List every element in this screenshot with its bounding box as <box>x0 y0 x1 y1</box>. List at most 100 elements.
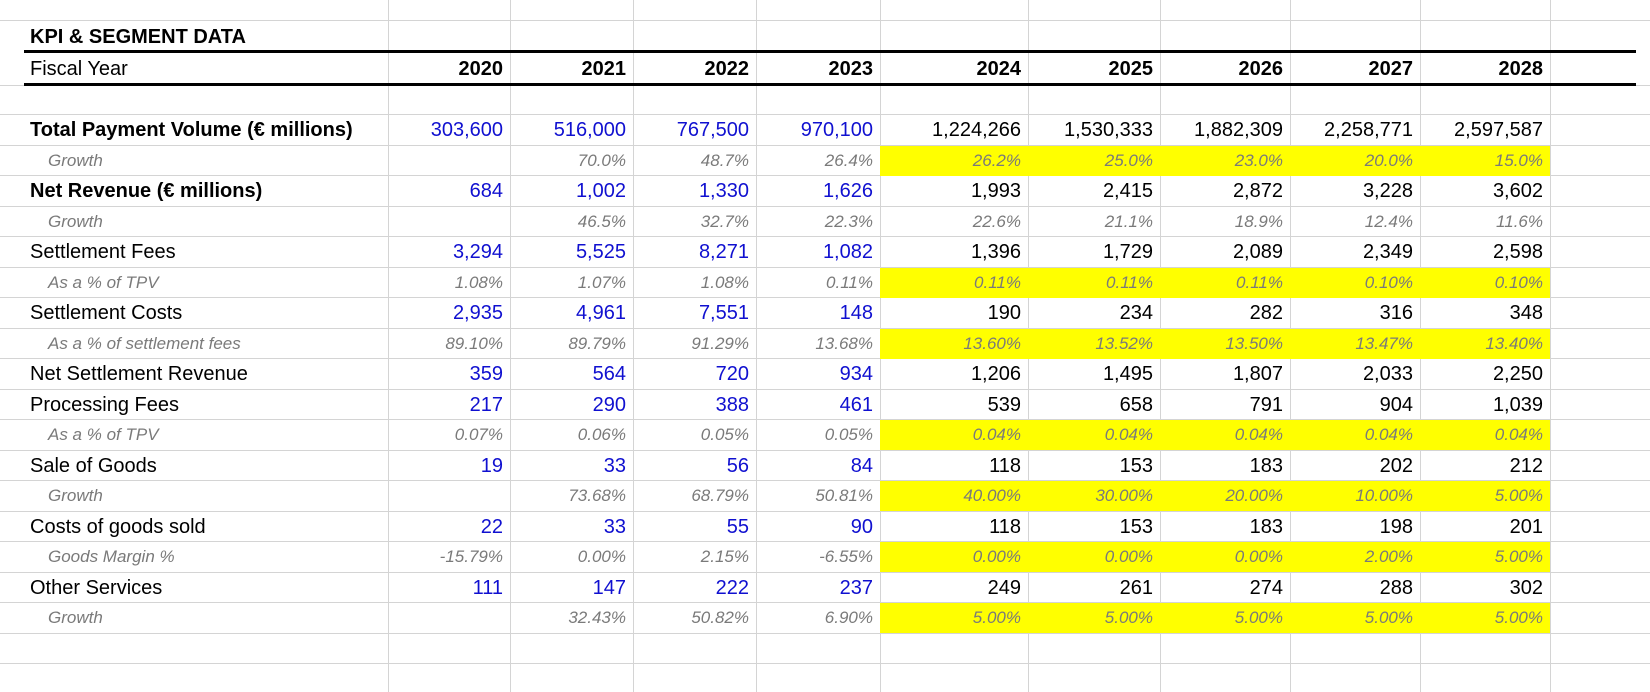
value-cell-2027[interactable]: 2,033 <box>1362 363 1413 385</box>
value-cell-2023[interactable]: 84 <box>850 455 873 477</box>
value-cell-2027[interactable]: 12.4% <box>1364 212 1413 231</box>
value-cell-2020[interactable] <box>388 206 510 238</box>
value-cell-2028[interactable]: 5.00% <box>1420 603 1550 633</box>
value-cell-2020[interactable]: 111 <box>472 577 503 599</box>
value-cell-2027[interactable]: 13.47% <box>1290 329 1420 359</box>
row-label[interactable]: Growth <box>48 608 103 627</box>
value-cell-2022[interactable]: 1.08% <box>700 273 749 292</box>
year-header-2022[interactable]: 2022 <box>704 58 750 80</box>
value-cell-2027[interactable]: 288 <box>1379 577 1413 599</box>
value-cell-2021[interactable]: 70.0% <box>577 151 626 170</box>
value-cell-2028[interactable]: 212 <box>1509 455 1543 477</box>
value-cell-2026[interactable]: 791 <box>1249 394 1283 416</box>
value-cell-2024[interactable]: 1,224,266 <box>932 119 1021 141</box>
value-cell-2020[interactable]: 217 <box>469 394 503 416</box>
value-cell-2024[interactable]: 190 <box>987 302 1021 324</box>
value-cell-2026[interactable]: 1,807 <box>1232 363 1283 385</box>
row-label[interactable]: Sale of Goods <box>30 455 157 477</box>
value-cell-2028[interactable]: 0.10% <box>1420 268 1550 298</box>
value-cell-2021[interactable]: 89.79% <box>568 334 626 353</box>
value-cell-2023[interactable]: -6.55% <box>819 547 873 566</box>
value-cell-2020[interactable]: -15.79% <box>439 547 503 566</box>
year-header-2023[interactable]: 2023 <box>828 58 874 80</box>
value-cell-2026[interactable]: 13.50% <box>1160 329 1290 359</box>
value-cell-2024[interactable]: 118 <box>989 455 1021 477</box>
value-cell-2028[interactable]: 0.04% <box>1420 420 1550 450</box>
value-cell-2022[interactable]: 8,271 <box>698 241 749 263</box>
value-cell-2028[interactable]: 2,597,587 <box>1454 119 1543 141</box>
value-cell-2028[interactable]: 2,250 <box>1492 363 1543 385</box>
value-cell-2028[interactable]: 1,039 <box>1492 394 1543 416</box>
value-cell-2020[interactable]: 303,600 <box>430 119 503 141</box>
value-cell-2023[interactable]: 0.11% <box>826 273 873 292</box>
value-cell-2021[interactable]: 0.06% <box>577 425 626 444</box>
value-cell-2026[interactable]: 20.00% <box>1160 481 1290 511</box>
value-cell-2023[interactable]: 50.81% <box>815 486 873 505</box>
value-cell-2023[interactable]: 970,100 <box>800 119 873 141</box>
year-header-2028[interactable]: 2028 <box>1498 58 1544 80</box>
value-cell-2024[interactable]: 118 <box>989 516 1021 538</box>
value-cell-2021[interactable]: 1.07% <box>577 273 626 292</box>
value-cell-2024[interactable]: 26.2% <box>880 146 1028 176</box>
value-cell-2025[interactable]: 13.52% <box>1028 329 1160 359</box>
value-cell-2024[interactable]: 249 <box>987 577 1021 599</box>
value-cell-2020[interactable]: 684 <box>469 180 503 202</box>
value-cell-2027[interactable]: 198 <box>1379 516 1413 538</box>
value-cell-2024[interactable]: 0.04% <box>880 420 1028 450</box>
value-cell-2022[interactable]: 32.7% <box>700 212 749 231</box>
value-cell-2026[interactable]: 23.0% <box>1160 146 1290 176</box>
value-cell-2025[interactable]: 234 <box>1119 302 1153 324</box>
value-cell-2025[interactable]: 153 <box>1119 455 1153 477</box>
row-label[interactable]: Costs of goods sold <box>30 516 206 538</box>
value-cell-2025[interactable]: 5.00% <box>1028 603 1160 633</box>
value-cell-2021[interactable]: 290 <box>592 394 626 416</box>
value-cell-2027[interactable]: 3,228 <box>1362 180 1413 202</box>
value-cell-2020[interactable]: 19 <box>480 455 503 477</box>
value-cell-2020[interactable] <box>388 602 510 634</box>
value-cell-2023[interactable]: 461 <box>839 394 873 416</box>
value-cell-2027[interactable]: 2,258,771 <box>1324 119 1413 141</box>
value-cell-2025[interactable]: 1,729 <box>1102 241 1153 263</box>
value-cell-2020[interactable]: 0.07% <box>454 425 503 444</box>
value-cell-2021[interactable]: 73.68% <box>568 486 626 505</box>
value-cell-2026[interactable]: 0.11% <box>1160 268 1290 298</box>
row-label[interactable]: Net Revenue (€ millions) <box>30 180 263 202</box>
value-cell-2027[interactable]: 2.00% <box>1290 542 1420 572</box>
value-cell-2027[interactable]: 904 <box>1379 394 1413 416</box>
value-cell-2025[interactable]: 21.1% <box>1104 212 1153 231</box>
value-cell-2028[interactable]: 5.00% <box>1420 481 1550 511</box>
value-cell-2023[interactable]: 148 <box>839 302 873 324</box>
row-label[interactable]: As a % of settlement fees <box>48 334 241 353</box>
year-header-2025[interactable]: 2025 <box>1108 58 1154 80</box>
row-label[interactable]: Growth <box>48 212 103 231</box>
value-cell-2022[interactable]: 2.15% <box>700 547 749 566</box>
value-cell-2022[interactable]: 68.79% <box>691 486 749 505</box>
value-cell-2025[interactable]: 1,530,333 <box>1064 119 1153 141</box>
value-cell-2025[interactable]: 0.00% <box>1028 542 1160 572</box>
value-cell-2021[interactable]: 0.00% <box>577 547 626 566</box>
value-cell-2022[interactable]: 720 <box>715 363 749 385</box>
value-cell-2020[interactable]: 89.10% <box>445 334 503 353</box>
value-cell-2028[interactable]: 348 <box>1509 302 1543 324</box>
value-cell-2022[interactable]: 1,330 <box>698 180 749 202</box>
value-cell-2025[interactable]: 25.0% <box>1028 146 1160 176</box>
row-label[interactable]: Net Settlement Revenue <box>30 363 248 385</box>
value-cell-2028[interactable]: 13.40% <box>1420 329 1550 359</box>
value-cell-2022[interactable]: 767,500 <box>676 119 749 141</box>
fiscal-year-label[interactable]: Fiscal Year <box>30 58 128 80</box>
value-cell-2027[interactable]: 0.04% <box>1290 420 1420 450</box>
value-cell-2024[interactable]: 0.00% <box>880 542 1028 572</box>
value-cell-2026[interactable]: 183 <box>1249 516 1283 538</box>
value-cell-2021[interactable]: 147 <box>592 577 626 599</box>
value-cell-2026[interactable]: 18.9% <box>1234 212 1283 231</box>
value-cell-2023[interactable]: 1,082 <box>822 241 873 263</box>
value-cell-2020[interactable] <box>388 480 510 512</box>
value-cell-2028[interactable]: 11.6% <box>1496 212 1543 231</box>
value-cell-2028[interactable]: 5.00% <box>1420 542 1550 572</box>
row-label[interactable]: As a % of TPV <box>48 273 159 292</box>
value-cell-2024[interactable]: 13.60% <box>880 329 1028 359</box>
row-label[interactable]: Growth <box>48 151 103 170</box>
value-cell-2022[interactable]: 48.7% <box>700 151 749 170</box>
value-cell-2022[interactable]: 222 <box>715 577 749 599</box>
